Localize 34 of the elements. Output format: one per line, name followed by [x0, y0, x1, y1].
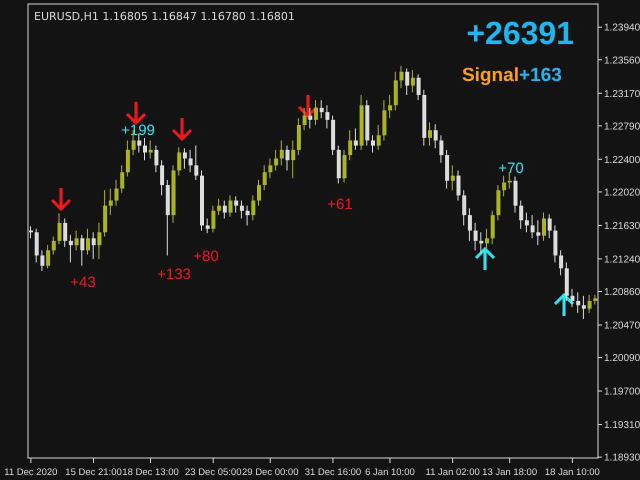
y-tick-label: 1.20470 [604, 320, 640, 332]
x-tick-label: 18 Jan 10:00 [544, 467, 600, 478]
annotation: +80 [193, 248, 219, 265]
y-tick-label: 1.23560 [604, 55, 640, 66]
x-tick-label: 13 Jan 18:00 [482, 467, 538, 478]
annotation: +163 [519, 65, 562, 86]
x-tick-label: 11 Dec 2020 [4, 467, 58, 478]
text: EURUSD,H1 1.16805 1.16847 1.16780 1.16801 [34, 10, 295, 23]
annotation: Signal [462, 65, 519, 86]
y-tick-label: 1.21240 [604, 254, 640, 266]
annotation: +43 [70, 274, 96, 291]
x-tick-label: 6 Jan 10:00 [365, 467, 415, 478]
y-tick-label: 1.23940 [604, 22, 640, 34]
x-tick-label: 18 Dec 13:00 [122, 467, 179, 478]
y-tick-label: 1.19700 [604, 386, 640, 398]
y-tick-label: 1.20090 [604, 353, 640, 364]
y-tick-label: 1.22400 [604, 154, 640, 166]
x-tick-label: 15 Dec 21:00 [65, 467, 122, 478]
y-tick-label: 1.21630 [604, 220, 640, 232]
x-tick-label: 29 Dec 00:00 [242, 467, 299, 478]
x-tick-label: 31 Dec 16:00 [304, 467, 362, 478]
y-tick-label: 1.18930 [604, 452, 640, 464]
y-tick-label: 1.23170 [604, 88, 640, 100]
y-tick-label: 1.20860 [604, 287, 640, 298]
annotation: +199 [121, 122, 155, 139]
annotation: +70 [498, 160, 524, 177]
y-tick-label: 1.22790 [604, 121, 640, 132]
y-tick-label: 1.19310 [604, 420, 640, 432]
annotation: +26391 [466, 15, 574, 51]
x-tick-label: 11 Jan 02:00 [426, 467, 480, 478]
y-tick-label: 1.22020 [604, 188, 640, 198]
x-tick-label: 23 Dec 05:00 [184, 467, 242, 478]
annotation: +61 [327, 196, 353, 213]
annotation: +133 [157, 266, 191, 283]
